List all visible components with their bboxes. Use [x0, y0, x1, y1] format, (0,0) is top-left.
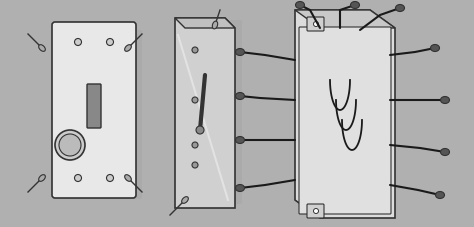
FancyBboxPatch shape: [307, 204, 324, 218]
Ellipse shape: [440, 96, 449, 104]
Ellipse shape: [55, 130, 85, 160]
Ellipse shape: [313, 209, 319, 214]
Ellipse shape: [107, 175, 113, 182]
Ellipse shape: [395, 5, 404, 12]
Ellipse shape: [59, 134, 81, 156]
Ellipse shape: [212, 21, 218, 29]
Ellipse shape: [182, 197, 188, 203]
Ellipse shape: [236, 185, 245, 192]
FancyBboxPatch shape: [87, 84, 101, 128]
FancyBboxPatch shape: [180, 20, 242, 204]
Ellipse shape: [440, 148, 449, 155]
Ellipse shape: [74, 175, 82, 182]
Ellipse shape: [313, 22, 319, 27]
Polygon shape: [175, 18, 235, 208]
Ellipse shape: [430, 44, 439, 52]
FancyBboxPatch shape: [307, 17, 324, 31]
Ellipse shape: [125, 175, 131, 181]
Ellipse shape: [39, 45, 46, 51]
FancyBboxPatch shape: [52, 22, 136, 198]
Ellipse shape: [350, 2, 359, 8]
Polygon shape: [175, 18, 235, 28]
Ellipse shape: [236, 136, 245, 143]
Ellipse shape: [74, 39, 82, 45]
Ellipse shape: [196, 126, 204, 134]
Ellipse shape: [107, 39, 113, 45]
Polygon shape: [295, 10, 395, 28]
FancyBboxPatch shape: [299, 27, 391, 214]
Ellipse shape: [192, 142, 198, 148]
Ellipse shape: [192, 97, 198, 103]
FancyBboxPatch shape: [60, 30, 142, 199]
Ellipse shape: [39, 175, 46, 181]
Ellipse shape: [236, 49, 245, 55]
Polygon shape: [295, 10, 395, 218]
Ellipse shape: [192, 162, 198, 168]
Ellipse shape: [192, 47, 198, 53]
Ellipse shape: [125, 45, 131, 51]
Ellipse shape: [295, 2, 304, 8]
Ellipse shape: [436, 192, 445, 198]
Ellipse shape: [236, 92, 245, 99]
